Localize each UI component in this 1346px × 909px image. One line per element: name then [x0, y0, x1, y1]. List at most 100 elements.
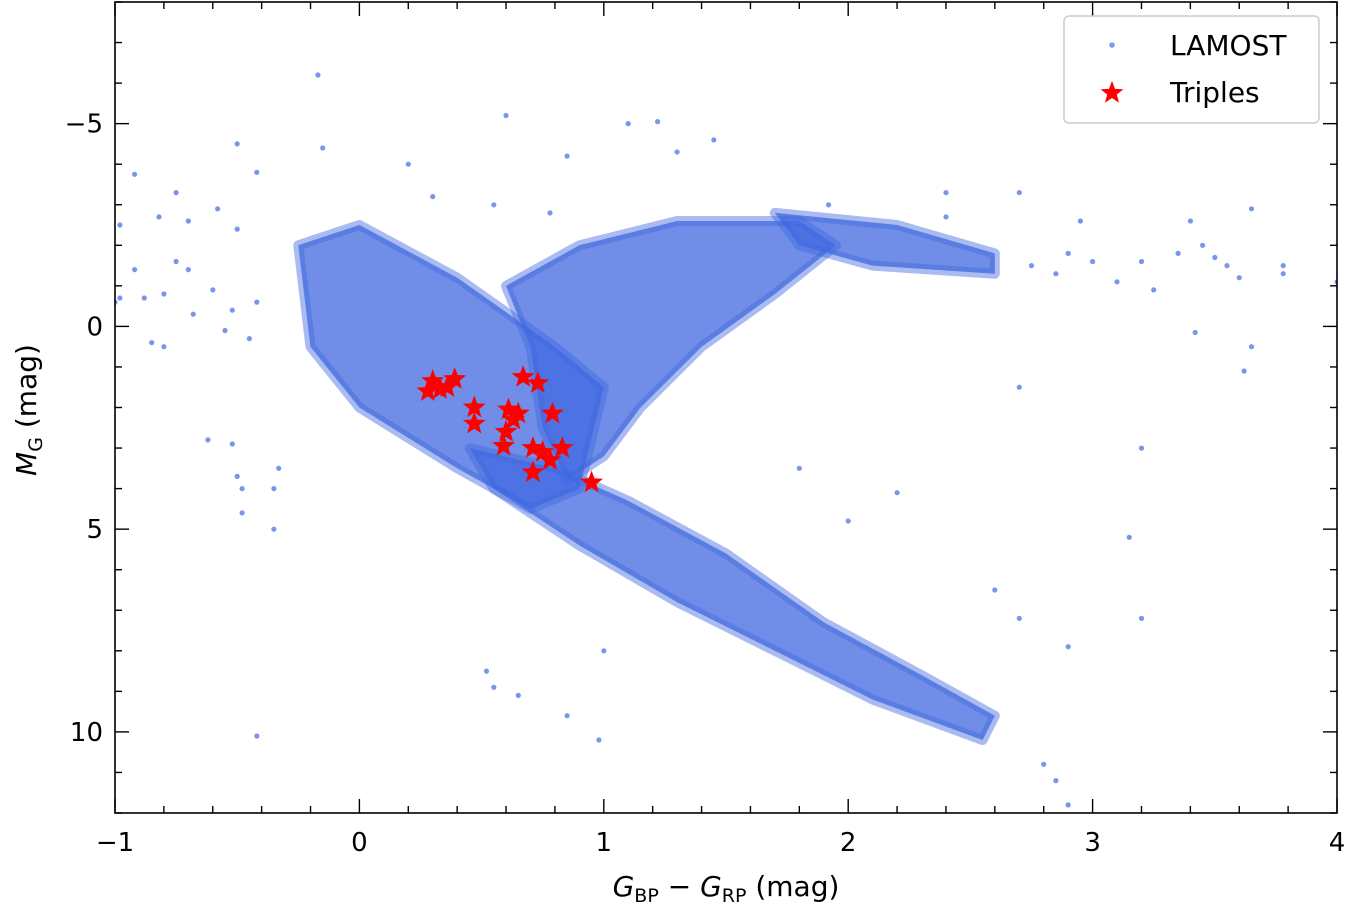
- lamost-density-region: [464, 443, 1000, 745]
- lamost-point: [625, 121, 631, 127]
- lamost-point: [1200, 242, 1206, 248]
- triples-point: [521, 460, 545, 483]
- lamost-point: [1138, 258, 1145, 265]
- lamost-point: [1236, 275, 1242, 281]
- lamost-point: [1126, 534, 1132, 540]
- lamost-point: [894, 490, 900, 496]
- lamost-point: [1053, 271, 1059, 277]
- lamost-point: [1065, 802, 1071, 808]
- x-tick-label: 4: [1329, 828, 1346, 858]
- x-tick-label: 0: [351, 828, 368, 858]
- lamost-point: [185, 267, 191, 273]
- lamost-point: [943, 214, 949, 220]
- lamost-point: [271, 486, 277, 492]
- lamost-point: [1016, 615, 1022, 622]
- legend-marker-triples: [1100, 81, 1124, 103]
- triples-point: [538, 448, 562, 470]
- lamost-point: [254, 169, 260, 175]
- lamost-point: [1090, 258, 1096, 265]
- lamost-point: [271, 526, 277, 532]
- lamost-point: [1016, 190, 1022, 196]
- x-tick-label: 2: [840, 828, 857, 858]
- lamost-point: [515, 692, 521, 699]
- lamost-point: [234, 473, 240, 479]
- lamost-point: [1187, 218, 1193, 224]
- lamost-point: [173, 258, 179, 265]
- lamost-point: [1138, 445, 1145, 451]
- lamost-point: [1248, 344, 1255, 350]
- lamost-point: [234, 226, 240, 232]
- triples-point: [492, 434, 515, 456]
- lamost-point: [1053, 778, 1059, 784]
- lamost-point: [210, 287, 216, 293]
- lamost-point: [491, 202, 497, 208]
- lamost-point: [405, 161, 411, 167]
- lamost-point: [1065, 250, 1071, 256]
- triples-point: [494, 419, 518, 442]
- lamost-point: [185, 218, 191, 224]
- lamost-series: [115, 72, 1337, 808]
- lamost-point: [601, 648, 607, 654]
- lamost-point: [845, 518, 851, 524]
- lamost-point: [1065, 644, 1071, 650]
- lamost-point: [596, 737, 602, 743]
- lamost-point: [826, 202, 832, 208]
- lamost-point: [674, 149, 680, 155]
- lamost-point: [564, 153, 570, 159]
- lamost-point: [149, 340, 155, 346]
- lamost-point: [254, 299, 260, 305]
- lamost-point: [1114, 279, 1120, 285]
- lamost-point: [711, 137, 717, 143]
- y-tick-label: 5: [86, 515, 103, 545]
- lamost-point: [1280, 271, 1286, 277]
- lamost-point: [491, 684, 497, 690]
- lamost-point: [655, 119, 661, 125]
- lamost-density-region: [501, 216, 841, 486]
- triples-point: [506, 401, 530, 424]
- lamost-density-core: [506, 221, 836, 481]
- lamost-point: [205, 437, 211, 443]
- lamost-point: [1175, 250, 1181, 256]
- x-axis-label: GBP − GRP (mag): [613, 870, 840, 907]
- triples-point: [531, 440, 555, 462]
- legend-marker-lamost: [1109, 42, 1115, 48]
- lamost-point: [1212, 254, 1218, 261]
- lamost-point: [229, 441, 235, 447]
- y-axis-label: MG (mag): [10, 344, 47, 476]
- lamost-point: [117, 222, 123, 228]
- lamost-point: [320, 145, 326, 151]
- lamost-point: [276, 465, 282, 471]
- triples-series: [416, 365, 603, 493]
- lamost-point: [503, 112, 509, 119]
- lamost-point: [564, 713, 570, 719]
- lamost-point: [1151, 287, 1157, 293]
- lamost-point: [1016, 384, 1022, 390]
- lamost-point: [156, 214, 162, 220]
- lamost-point: [547, 210, 553, 216]
- x-tick-label: 1: [596, 828, 613, 858]
- lamost-point: [1280, 263, 1286, 269]
- lamost-point: [1192, 329, 1198, 336]
- lamost-point: [1077, 218, 1083, 224]
- lamost-point: [1224, 263, 1230, 269]
- lamost-point: [215, 206, 221, 212]
- lamost-point: [246, 336, 252, 342]
- triples-point: [416, 379, 440, 401]
- lamost-point: [190, 311, 196, 317]
- lamost-point: [161, 291, 167, 297]
- lamost-point: [132, 267, 138, 273]
- lamost-point: [430, 194, 436, 200]
- y-tick-label: 0: [86, 312, 103, 342]
- triples-point: [436, 375, 459, 397]
- lamost-point: [1241, 368, 1247, 374]
- triples-point: [526, 371, 550, 393]
- legend-label-lamost: LAMOST: [1170, 29, 1287, 62]
- lamost-point: [315, 72, 321, 78]
- lamost-density-core: [298, 225, 604, 509]
- lamost-point: [1138, 615, 1145, 622]
- lamost-point: [796, 465, 802, 471]
- lamost-point: [117, 295, 123, 301]
- triples-point: [462, 411, 486, 434]
- legend: LAMOST Triples: [1063, 15, 1320, 124]
